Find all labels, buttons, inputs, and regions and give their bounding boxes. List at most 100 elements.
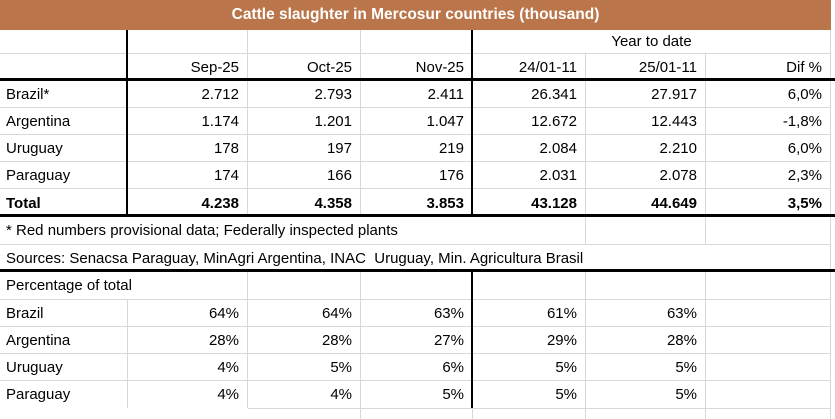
column-header-oct-25: Oct-25 [248,54,361,81]
cell-empty [586,272,706,299]
cell-value: 5% [473,381,586,408]
table-title-bar: Cattle slaughter in Mercosur countries (… [0,0,831,30]
cell-value: 3.853 [361,189,473,217]
row-label: Uruguay [0,135,128,161]
label-column-rule [126,30,128,217]
total-divider-rule [0,214,835,217]
cell-value: 6,0% [706,81,831,107]
cell-empty [248,408,361,419]
table-row-paraguay: Paraguay 174 166 176 2.031 2.078 2,3% [0,162,831,189]
cell-empty [706,327,831,353]
cell-value: 2.084 [473,135,586,161]
cell-empty [706,381,831,408]
cell-value: 64% [128,300,248,326]
year-to-date-header: Year to date [473,30,831,53]
percentage-row-argentina: Argentina 28% 28% 27% 29% 28% [0,327,831,354]
column-header-nov-25: Nov-25 [361,54,473,81]
bottom-grid-strip [0,408,831,419]
cell-empty [473,272,586,299]
cell-value: 28% [586,327,706,353]
cell-value: 2,3% [706,162,831,188]
cell-empty [361,30,473,53]
cell-value: 5% [361,381,473,408]
note-row-sources: Sources: Senacsa Paraguay, MinAgri Argen… [0,245,831,272]
cell-value: -1,8% [706,108,831,134]
cell-value: 12.672 [473,108,586,134]
cell-value: 4% [128,354,248,380]
cell-empty [248,272,361,299]
cell-value: 5% [248,354,361,380]
cell-value: 26.341 [473,81,586,107]
cell-empty [586,217,706,244]
row-label: Argentina [0,327,128,353]
row-label: Uruguay [0,354,128,380]
table-row-uruguay: Uruguay 178 197 219 2.084 2.210 6,0% [0,135,831,162]
cell-value: 6% [361,354,473,380]
cell-value: 2.411 [361,81,473,107]
cell-value: 5% [473,354,586,380]
cell-empty [706,300,831,326]
row-label: Paraguay [0,162,128,188]
cell-empty [586,408,706,419]
percentage-row-brazil: Brazil 64% 64% 63% 61% 63% [0,300,831,327]
cell-value: 64% [248,300,361,326]
column-header-sep-25: Sep-25 [128,54,248,81]
cell-value: 5% [586,381,706,408]
table-row-argentina: Argentina 1.174 1.201 1.047 12.672 12.44… [0,108,831,135]
cell-value: 219 [361,135,473,161]
cell-value: 28% [128,327,248,353]
cell-empty [706,408,831,419]
row-label: Argentina [0,108,128,134]
cell-value: 4% [248,381,361,408]
cell-value: 3,5% [706,189,831,217]
row-label: Paraguay [0,381,128,408]
cell-value: 166 [248,162,361,188]
cell-value: 6,0% [706,135,831,161]
ytd-column-rule-bottom [471,272,473,408]
cell-value: 4.358 [248,189,361,217]
cell-empty [361,272,473,299]
cell-value: 28% [248,327,361,353]
percentage-row-uruguay: Uruguay 4% 5% 6% 5% 5% [0,354,831,381]
header-divider-rule [0,78,835,81]
column-header-25-01-11: 25/01-11 [586,54,706,81]
row-label: Brazil [0,300,128,326]
cell-value: 2.793 [248,81,361,107]
row-label: Brazil* [0,81,128,107]
table-body: Year to date Sep-25 Oct-25 Nov-25 24/01-… [0,30,831,419]
cell-value: 5% [586,354,706,380]
cell-value: 4% [128,381,248,408]
cell-value: 2.031 [473,162,586,188]
cell-value: 27.917 [586,81,706,107]
cell-value: 176 [361,162,473,188]
table-row-total: Total 4.238 4.358 3.853 43.128 44.649 3,… [0,189,831,217]
cell-value: 61% [473,300,586,326]
row-label: Total [0,189,128,217]
sources-divider-rule [0,269,835,272]
percentage-title-row: Percentage of total [0,272,831,300]
cell-value: 2.712 [128,81,248,107]
column-header-row: Sep-25 Oct-25 Nov-25 24/01-11 25/01-11 D… [0,54,831,81]
cell-value: 63% [586,300,706,326]
cell-value: 63% [361,300,473,326]
cell-value: 2.210 [586,135,706,161]
percentage-title: Percentage of total [0,272,248,299]
cell-empty [0,54,128,81]
table-row-brazil: Brazil* 2.712 2.793 2.411 26.341 27.917 … [0,81,831,108]
cell-empty [361,408,473,419]
column-header-24-01-11: 24/01-11 [473,54,586,81]
cell-empty [128,30,248,53]
cell-value: 174 [128,162,248,188]
note-provisional: * Red numbers provisional data; Federall… [0,217,586,244]
ytd-column-rule-top [471,30,473,217]
cell-value: 2.078 [586,162,706,188]
cell-value: 43.128 [473,189,586,217]
note-row-provisional: * Red numbers provisional data; Federall… [0,217,831,245]
cell-value: 29% [473,327,586,353]
group-header-row: Year to date [0,30,831,54]
cell-value: 44.649 [586,189,706,217]
percentage-row-paraguay: Paraguay 4% 4% 5% 5% 5% [0,381,831,408]
table-title: Cattle slaughter in Mercosur countries (… [231,6,600,23]
cell-value: 4.238 [128,189,248,217]
